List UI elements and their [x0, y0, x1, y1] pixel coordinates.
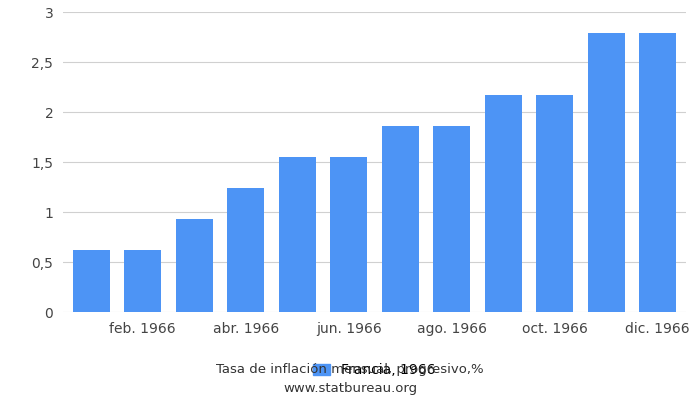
Bar — [125, 250, 161, 312]
Text: www.statbureau.org: www.statbureau.org — [283, 382, 417, 395]
Legend: Francia, 1966: Francia, 1966 — [308, 358, 441, 383]
Text: Tasa de inflación mensual, progresivo,%: Tasa de inflación mensual, progresivo,% — [216, 364, 484, 376]
Bar — [536, 95, 573, 312]
Bar — [639, 33, 676, 312]
Bar — [433, 126, 470, 312]
Bar — [484, 95, 522, 312]
Bar — [279, 157, 316, 312]
Bar — [73, 250, 110, 312]
Bar — [330, 157, 368, 312]
Bar — [176, 219, 213, 312]
Bar — [382, 126, 419, 312]
Bar — [228, 188, 265, 312]
Bar — [588, 33, 624, 312]
